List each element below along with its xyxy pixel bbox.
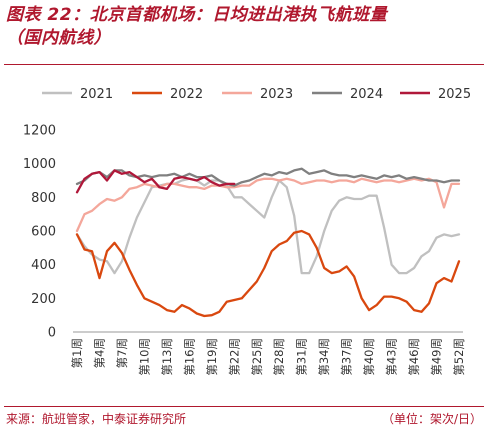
series-line-2021 (75, 177, 461, 275)
x-tick-label: 第52周 (452, 338, 466, 376)
source-note: 来源：航班管家，中泰证券研究所 (6, 412, 187, 426)
x-tick-label: 第1周 (70, 338, 84, 368)
series-line-2023 (75, 177, 461, 233)
unit-note: （单位：架次/日） (381, 412, 482, 426)
x-tick-label: 第40周 (362, 338, 376, 376)
y-tick-label: 600 (31, 225, 56, 240)
x-tick-label: 第49周 (430, 338, 444, 376)
y-tick-label: 1200 (23, 124, 56, 139)
x-tick-label: 第7周 (115, 338, 129, 368)
x-tick-label: 第4周 (92, 338, 106, 368)
legend-label-2024: 2024 (350, 87, 383, 102)
bottom-divider (4, 406, 484, 407)
x-tick-label: 第28周 (272, 338, 286, 376)
top-divider (4, 64, 484, 65)
legend-label-2021: 2021 (80, 87, 113, 102)
x-tick-label: 第13周 (160, 338, 174, 376)
chart-title: 图表 22：北京首都机场：日均进出港执飞航班量 （国内航线） (6, 4, 484, 50)
legend-label-2022: 2022 (170, 87, 203, 102)
x-tick-label: 第25周 (250, 338, 264, 376)
legend-label-2025: 2025 (438, 87, 471, 102)
series-line-2022 (75, 229, 461, 318)
x-tick-label: 第19周 (205, 338, 219, 376)
chart-title-line1: 图表 22：北京首都机场：日均进出港执飞航班量 (6, 5, 388, 25)
y-tick-label: 200 (31, 292, 56, 307)
y-tick-label: 800 (31, 191, 56, 206)
series-line-2025 (75, 169, 236, 194)
x-tick-label: 第46周 (407, 338, 421, 376)
x-tick-label: 第16周 (182, 338, 196, 376)
x-tick-label: 第22周 (227, 338, 241, 376)
x-tick-label: 第34周 (317, 338, 331, 376)
x-tick-label: 第37周 (340, 338, 354, 376)
x-tick-label: 第10周 (137, 338, 151, 376)
x-tick-label: 第43周 (385, 338, 399, 376)
y-tick-label: 400 (31, 258, 56, 273)
chart-title-line2: （国内航线） (6, 28, 111, 48)
x-tick-label: 第31周 (295, 338, 309, 376)
y-tick-label: 0 (48, 326, 56, 341)
legend-label-2023: 2023 (260, 87, 293, 102)
series-line-2024 (75, 167, 461, 187)
y-tick-label: 1000 (23, 157, 56, 172)
